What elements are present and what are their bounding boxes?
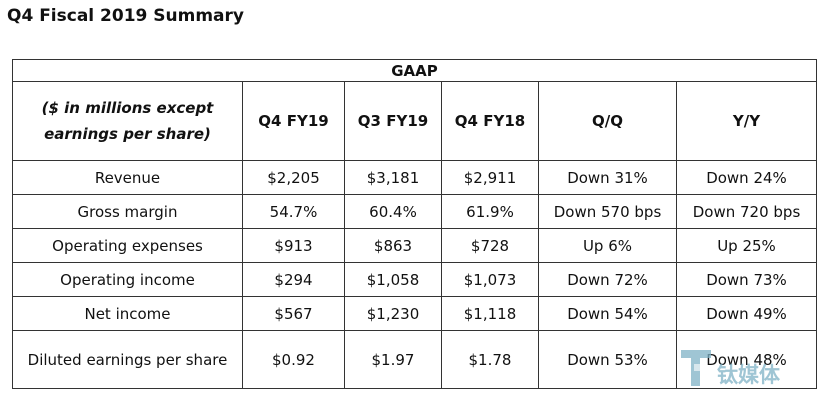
table-cell: Down 72% [538, 262, 677, 297]
table-cell: Down 31% [538, 160, 677, 195]
table-cell: $728 [441, 228, 539, 263]
gaap-summary-table: GAAP ($ in millions except earnings per … [12, 59, 817, 389]
table-group-header-row: GAAP [12, 59, 817, 82]
table-cell: $1,073 [441, 262, 539, 297]
table-cell: $294 [242, 262, 345, 297]
gaap-header: GAAP [12, 59, 817, 82]
row-label: Revenue [12, 160, 243, 195]
row-label: Operating income [12, 262, 243, 297]
column-header-q4-fy19: Q4 FY19 [242, 81, 345, 161]
table-cell: $1,118 [441, 296, 539, 331]
document-title: Q4 Fiscal 2019 Summary [7, 6, 244, 26]
table-cell: Down 24% [676, 160, 817, 195]
table-cell: Down 570 bps [538, 194, 677, 229]
table-cell: $0.92 [242, 330, 345, 389]
table-row-operating-income: Operating income $294 $1,058 $1,073 Down… [12, 262, 817, 297]
row-label: Gross margin [12, 194, 243, 229]
table-cell: $1.78 [441, 330, 539, 389]
table-cell: 54.7% [242, 194, 345, 229]
row-label: Net income [12, 296, 243, 331]
table-row-net-income: Net income $567 $1,230 $1,118 Down 54% D… [12, 296, 817, 331]
table-cell: $1.97 [344, 330, 442, 389]
table-cell: Down 720 bps [676, 194, 817, 229]
table-cell: $1,058 [344, 262, 442, 297]
units-header: ($ in millions except earnings per share… [12, 81, 243, 161]
table-cell: $2,911 [441, 160, 539, 195]
table-cell: Down 73% [676, 262, 817, 297]
table-cell: 60.4% [344, 194, 442, 229]
table-cell: Down 48% [676, 330, 817, 389]
table-cell: $863 [344, 228, 442, 263]
table-cell: 61.9% [441, 194, 539, 229]
table-cell: $567 [242, 296, 345, 331]
table-cell: Up 6% [538, 228, 677, 263]
column-header-yy: Y/Y [676, 81, 817, 161]
table-cell: Up 25% [676, 228, 817, 263]
row-label: Operating expenses [12, 228, 243, 263]
table-column-header-row: ($ in millions except earnings per share… [12, 81, 817, 161]
row-label: Diluted earnings per share [12, 330, 243, 389]
table-row-diluted-eps: Diluted earnings per share $0.92 $1.97 $… [12, 330, 817, 389]
column-header-qq: Q/Q [538, 81, 677, 161]
column-header-q4-fy18: Q4 FY18 [441, 81, 539, 161]
table-cell: $3,181 [344, 160, 442, 195]
table-cell: Down 53% [538, 330, 677, 389]
table-cell: $913 [242, 228, 345, 263]
table-cell: Down 49% [676, 296, 817, 331]
table-cell: Down 54% [538, 296, 677, 331]
table-row-operating-expenses: Operating expenses $913 $863 $728 Up 6% … [12, 228, 817, 263]
column-header-q3-fy19: Q3 FY19 [344, 81, 442, 161]
table-row-revenue: Revenue $2,205 $3,181 $2,911 Down 31% Do… [12, 160, 817, 195]
table-cell: $2,205 [242, 160, 345, 195]
table-row-gross-margin: Gross margin 54.7% 60.4% 61.9% Down 570 … [12, 194, 817, 229]
table-cell: $1,230 [344, 296, 442, 331]
